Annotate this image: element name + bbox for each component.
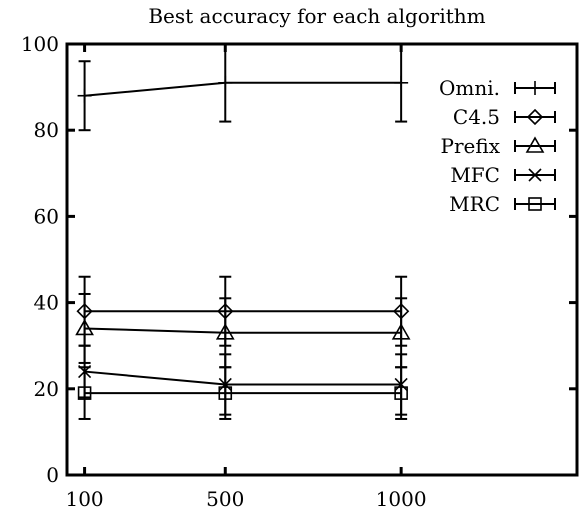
data-point-marker <box>215 323 235 340</box>
y-tick-label: 40 <box>34 291 59 315</box>
legend-marker <box>525 136 545 153</box>
x-axis: 100 500 1000 <box>65 44 427 511</box>
data-point-marker <box>75 318 94 336</box>
legend-entry: C4.5 <box>453 105 556 129</box>
legend-marker <box>528 81 542 95</box>
series-layer <box>75 43 411 420</box>
y-axis: 0 20 40 60 80 100 <box>21 32 577 487</box>
legend: Omni. C4.5 Prefix MFC MRC <box>439 76 556 216</box>
y-tick-label: 20 <box>34 377 59 401</box>
legend-marker <box>528 197 542 211</box>
series-line <box>84 370 402 386</box>
legend-label: MFC <box>450 163 500 187</box>
series-line <box>84 327 402 334</box>
y-tick-label: 100 <box>21 32 59 56</box>
legend-entry: Prefix <box>441 134 556 158</box>
legend-marker <box>528 168 542 182</box>
data-point-marker <box>218 386 233 400</box>
error-bar <box>78 366 91 420</box>
series-line <box>84 81 402 97</box>
x-tick-label: 100 <box>65 487 103 511</box>
error-bar <box>219 366 232 420</box>
data-point-marker <box>77 386 92 400</box>
data-point-marker <box>394 75 409 90</box>
series-omni <box>77 43 409 132</box>
error-bar <box>395 366 408 420</box>
series-mrc <box>77 366 408 420</box>
legend-label: MRC <box>449 192 500 216</box>
data-point-marker <box>394 386 408 400</box>
legend-entry: Omni. <box>439 76 556 100</box>
y-tick-label: 80 <box>34 118 59 142</box>
series-mfc <box>78 344 408 416</box>
legend-marker <box>526 108 544 126</box>
chart-title: Best accuracy for each algorithm <box>148 4 485 28</box>
data-point-marker <box>77 88 92 103</box>
series-c4-5 <box>76 275 410 347</box>
x-tick-label: 500 <box>206 487 244 511</box>
data-point-marker <box>391 323 411 340</box>
y-tick-label: 60 <box>34 204 59 228</box>
legend-label: Prefix <box>441 134 501 158</box>
x-tick-label: 1000 <box>376 487 427 511</box>
plot-frame <box>65 42 579 477</box>
legend-entry: MRC <box>449 192 556 216</box>
data-point-marker <box>218 75 233 90</box>
series-prefix <box>75 292 411 369</box>
legend-entry: MFC <box>450 163 556 187</box>
legend-label: Omni. <box>439 76 500 100</box>
legend-label: C4.5 <box>453 105 500 129</box>
y-tick-label: 0 <box>46 463 59 487</box>
